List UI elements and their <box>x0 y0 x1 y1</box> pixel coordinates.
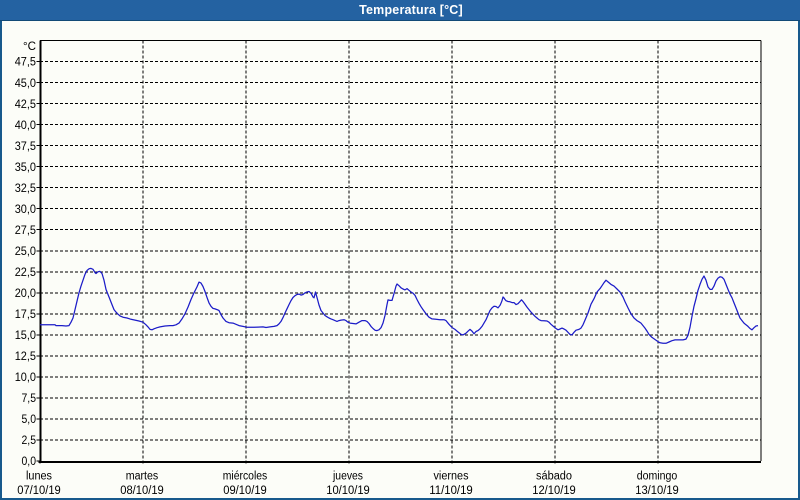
svg-text:47,5: 47,5 <box>15 57 36 69</box>
svg-text:jueves: jueves <box>332 471 363 483</box>
svg-text:15,0: 15,0 <box>15 330 36 342</box>
svg-text:32,5: 32,5 <box>15 183 36 195</box>
svg-text:37,5: 37,5 <box>15 141 36 153</box>
svg-text:17,5: 17,5 <box>15 309 36 321</box>
svg-text:domingo: domingo <box>637 471 678 483</box>
svg-text:2,5: 2,5 <box>22 435 37 447</box>
svg-text:35,0: 35,0 <box>15 162 36 174</box>
svg-text:09/10/19: 09/10/19 <box>223 485 267 497</box>
svg-text:25,0: 25,0 <box>15 246 36 258</box>
svg-text:lunes: lunes <box>26 471 52 483</box>
svg-text:12,5: 12,5 <box>15 351 36 363</box>
svg-text:11/10/19: 11/10/19 <box>429 485 473 497</box>
svg-text:45,0: 45,0 <box>15 78 36 90</box>
svg-text:0,0: 0,0 <box>22 456 37 468</box>
svg-text:42,5: 42,5 <box>15 99 36 111</box>
svg-text:7,5: 7,5 <box>22 393 37 405</box>
svg-text:sábado: sábado <box>536 471 572 483</box>
svg-text:5,0: 5,0 <box>22 414 37 426</box>
svg-text:07/10/19: 07/10/19 <box>17 485 61 497</box>
svg-text:martes: martes <box>126 471 159 483</box>
svg-text:27,5: 27,5 <box>15 225 36 237</box>
svg-text:20,0: 20,0 <box>15 288 36 300</box>
svg-text:°C: °C <box>23 41 36 53</box>
svg-text:08/10/19: 08/10/19 <box>120 485 164 497</box>
svg-text:viernes: viernes <box>434 471 469 483</box>
svg-text:10/10/19: 10/10/19 <box>326 485 370 497</box>
svg-text:30,0: 30,0 <box>15 204 36 216</box>
svg-text:miércoles: miércoles <box>223 471 268 483</box>
svg-text:22,5: 22,5 <box>15 267 36 279</box>
svg-text:40,0: 40,0 <box>15 120 36 132</box>
svg-text:13/10/19: 13/10/19 <box>635 485 679 497</box>
svg-text:10,0: 10,0 <box>15 372 36 384</box>
svg-text:12/10/19: 12/10/19 <box>532 485 576 497</box>
